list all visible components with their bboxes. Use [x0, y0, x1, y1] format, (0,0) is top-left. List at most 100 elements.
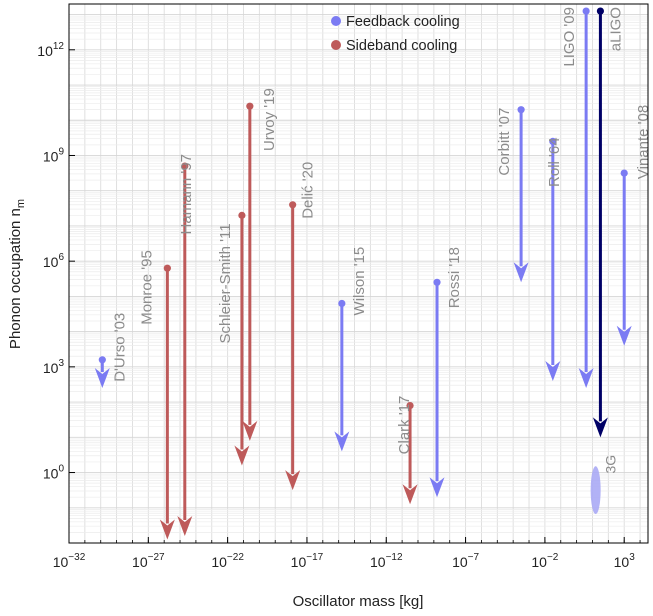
point-label: Wilson '15: [351, 247, 368, 316]
y-tick-exponent: 3: [58, 358, 64, 369]
arrow-head: [177, 515, 193, 536]
y-axis-label: Phonon occupation nm: [7, 199, 27, 349]
y-tick-label: 109: [43, 146, 65, 164]
arrow-start-dot: [406, 402, 414, 410]
arrow-start-dot: [433, 278, 441, 286]
x-tick-exponent: −17: [306, 552, 323, 563]
arrow-head: [402, 484, 418, 505]
arrow-head: [513, 262, 529, 283]
arrow-roll-64: [545, 137, 561, 381]
x-tick-base: 10: [614, 554, 630, 570]
arrow-head: [94, 367, 110, 388]
point-label: Roll '64: [546, 137, 563, 187]
point-label: Corbitt '07: [496, 108, 513, 176]
legend-marker: [331, 16, 341, 26]
x-tick-label: 103: [614, 552, 636, 570]
arrow-start-dot: [289, 201, 297, 209]
y-axis-label-main: Phonon occupation n: [7, 208, 24, 349]
arrow-start-dot: [338, 299, 346, 308]
legend-entry-label: Sideband cooling: [346, 38, 457, 54]
x-tick-exponent: −7: [468, 552, 480, 563]
arrow-deli-20: [285, 201, 301, 491]
x-tick-base: 10: [531, 554, 547, 570]
arrow-head: [159, 519, 175, 540]
y-tick-base: 10: [43, 360, 59, 376]
arrow-start-dot: [549, 137, 557, 145]
arrow-clark-17: [402, 402, 418, 505]
point-label: Monroe '95: [138, 250, 155, 325]
arrow-start-dot: [163, 264, 171, 272]
arrow-urvoy-19: [242, 102, 258, 441]
arrow-start-dot: [582, 7, 590, 15]
legend-marker: [331, 40, 341, 50]
y-tick-exponent: 9: [58, 146, 64, 157]
x-tick-exponent: −27: [148, 552, 165, 563]
arrow-schleier-smith-11: [234, 211, 250, 466]
point-label: aLIGO: [607, 7, 624, 51]
plot-frame: [68, 3, 649, 544]
arrow-start-dot: [238, 211, 246, 219]
point-label: Vinante '08: [635, 105, 652, 179]
arrow-head: [285, 470, 301, 491]
x-tick-label: 10−27: [132, 552, 165, 570]
arrow-head: [429, 477, 445, 498]
point-label: Urvoy '19: [261, 88, 278, 151]
x-tick-exponent: 3: [629, 552, 635, 563]
x-tick-exponent: −12: [386, 552, 403, 563]
x-tick-base: 10: [132, 554, 148, 570]
arrow-monroe-95: [159, 264, 175, 540]
arrow-head: [616, 325, 632, 346]
arrow-start-dot: [596, 7, 605, 15]
arrow-d-urso-03: [94, 356, 110, 388]
region-label: 3G: [603, 455, 619, 474]
y-tick-base: 10: [43, 466, 59, 482]
arrow-wilson-15: [334, 299, 350, 452]
point-label: Hamann '97: [178, 154, 195, 234]
arrow-aligo: [592, 7, 608, 438]
x-tick-label: 10−17: [291, 552, 324, 570]
x-tick-exponent: −22: [227, 552, 244, 563]
x-tick-label: 10−32: [53, 552, 86, 570]
y-tick-base: 10: [37, 43, 53, 59]
y-tick-exponent: 12: [53, 41, 65, 52]
point-label: D'Urso '03: [111, 313, 128, 382]
arrow-head: [545, 360, 561, 381]
y-axis-label-subscript: m: [15, 199, 27, 208]
point-label: Rossi '18: [446, 247, 463, 308]
x-tick-label: 10−2: [531, 552, 558, 570]
y-tick-exponent: 6: [58, 252, 64, 263]
point-label: Delić '20: [300, 162, 317, 219]
x-tick-base: 10: [370, 554, 386, 570]
arrow-vinante-08: [616, 169, 632, 346]
arrow-hamann-97: [177, 162, 193, 536]
x-tick-label: 10−22: [211, 552, 244, 570]
x-tick-label: 10−7: [452, 552, 479, 570]
arrow-head: [234, 445, 250, 466]
point-label: Schleier-Smith '11: [217, 223, 234, 343]
x-tick-exponent: −2: [547, 552, 559, 563]
point-label: Clark '17: [396, 396, 413, 455]
x-axis-label: Oscillator mass [kg]: [293, 593, 424, 610]
y-tick-label: 103: [43, 358, 65, 376]
y-tick-label: 1012: [37, 41, 64, 59]
arrow-start-dot: [246, 102, 254, 110]
x-tick-base: 10: [452, 554, 468, 570]
x-tick-label: 10−12: [370, 552, 403, 570]
point-label: LIGO '09: [561, 7, 578, 67]
y-tick-exponent: 0: [58, 464, 64, 475]
x-tick-base: 10: [211, 554, 227, 570]
arrow-start-dot: [98, 356, 106, 364]
arrow-start-dot: [517, 106, 525, 114]
arrow-head: [334, 431, 350, 452]
y-tick-base: 10: [43, 148, 59, 164]
axis-ticks: 10−32 10−27 10−22 10−17 10−12 10−7 10−2 1031001…: [37, 41, 641, 570]
y-tick-label: 106: [43, 252, 65, 270]
x-tick-exponent: −32: [68, 552, 85, 563]
x-tick-base: 10: [291, 554, 307, 570]
x-tick-base: 10: [53, 554, 69, 570]
arrow-start-dot: [181, 162, 189, 170]
legend: Feedback cooling Sideband cooling: [331, 14, 460, 54]
arrow-ligo-09: [578, 7, 594, 388]
legend-entry-label: Feedback cooling: [346, 14, 460, 30]
arrow-head: [242, 420, 258, 441]
